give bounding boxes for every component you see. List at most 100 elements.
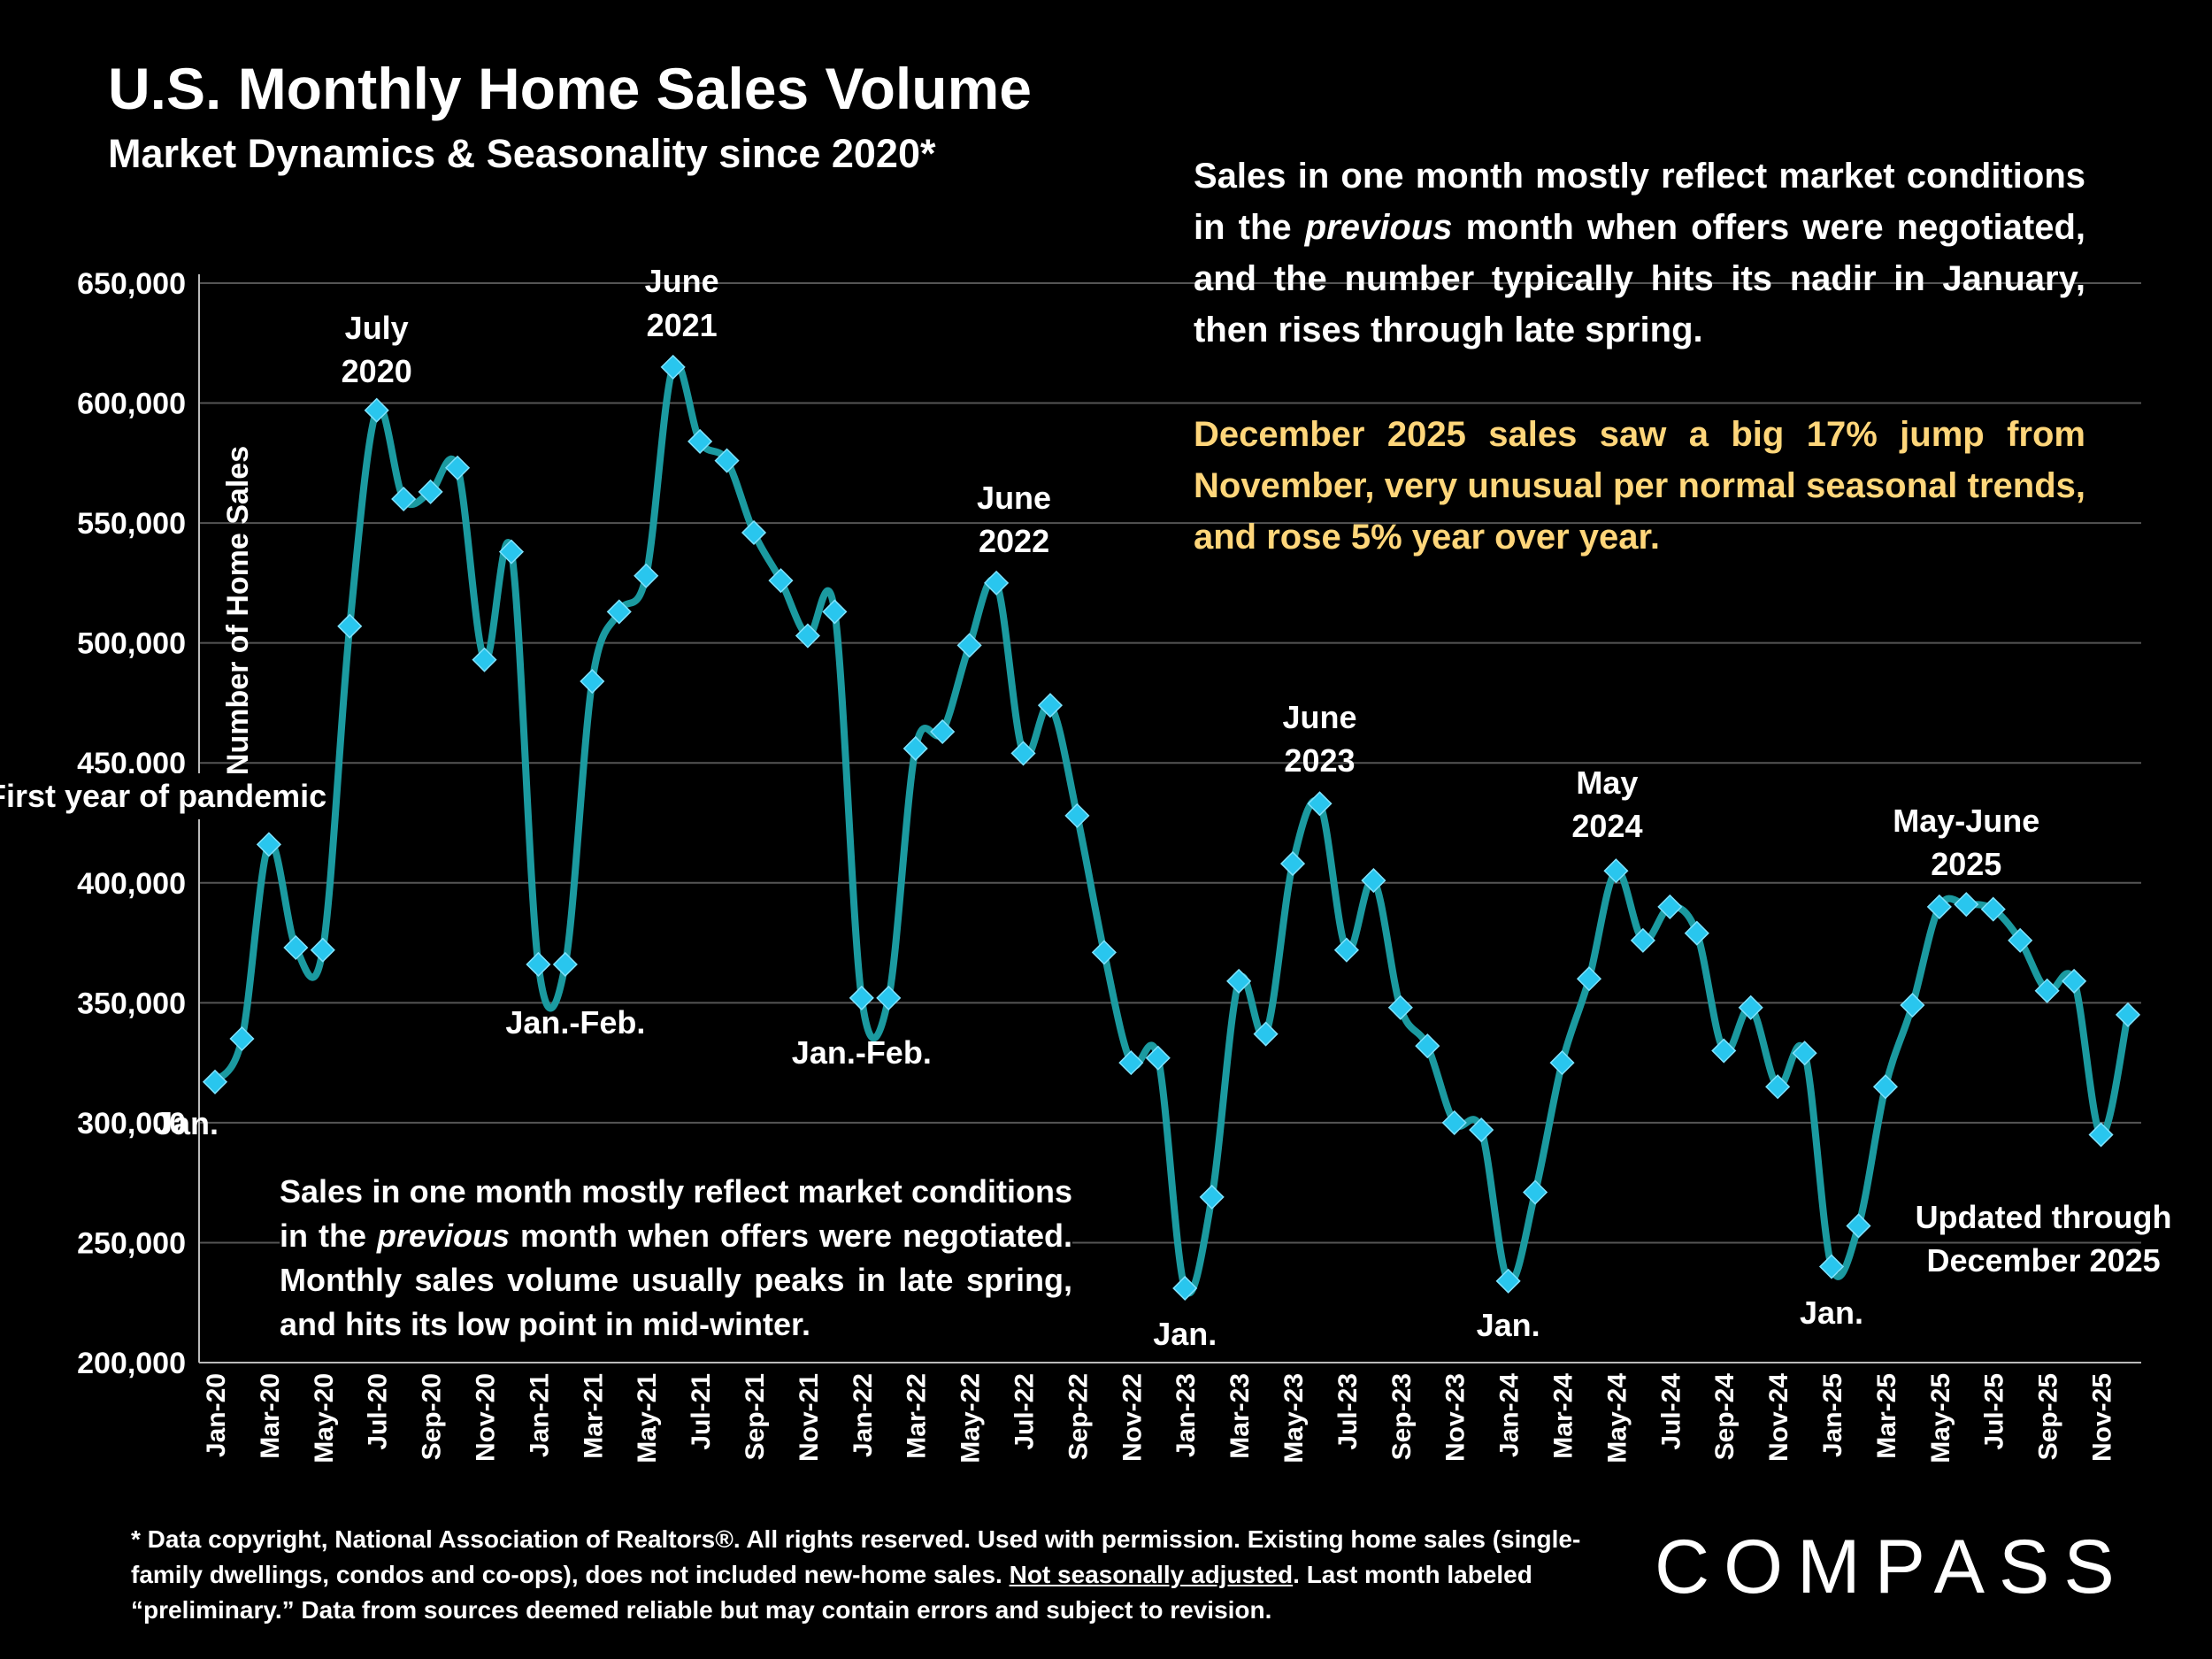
x-tick-label: Mar-22 [902, 1373, 932, 1459]
data-point [552, 951, 578, 978]
data-point [1523, 1179, 1548, 1205]
data-point [1199, 1184, 1225, 1210]
annotation-label: July [345, 310, 409, 346]
data-point [1010, 741, 1036, 766]
y-tick-label: 350,000 [77, 987, 186, 1020]
data-point [283, 934, 309, 961]
y-tick-label: 650,000 [77, 267, 186, 301]
annotation-label-line2: 2023 [1284, 742, 1355, 779]
data-point [1954, 892, 1979, 918]
data-point [1926, 894, 1952, 919]
data-point [902, 735, 928, 762]
x-tick-label: Nov-25 [2088, 1373, 2117, 1462]
data-point [1765, 1074, 1791, 1100]
annotation-label-line2: 2025 [1931, 846, 2001, 882]
data-point [956, 633, 982, 658]
y-axis-ticks: 200,000250,000300,000350,000400,000450,0… [77, 267, 186, 1380]
data-point [768, 568, 794, 594]
data-point [1064, 803, 1090, 828]
data-point [1279, 851, 1306, 877]
data-point [660, 354, 686, 380]
x-tick-label: May-22 [956, 1373, 986, 1463]
x-tick-label: Jan-20 [202, 1373, 231, 1457]
data-point [2008, 927, 2033, 953]
x-tick-label: Nov-22 [1118, 1373, 1147, 1462]
annotation-label-line2: 2024 [1571, 808, 1642, 844]
x-tick-label: Nov-21 [795, 1373, 824, 1462]
x-tick-label: Mar-23 [1225, 1373, 1255, 1459]
data-point [498, 539, 525, 565]
data-point [1091, 940, 1117, 965]
y-tick-label: 500,000 [77, 627, 186, 661]
data-point [1603, 858, 1629, 884]
x-tick-label: Sep-23 [1387, 1373, 1417, 1460]
data-point [580, 668, 605, 695]
annotation-label-line2: 2022 [979, 523, 1049, 559]
data-point [2088, 1122, 2114, 1148]
data-point [337, 613, 363, 639]
chart-annotations: Jan. July 2020 First year of pandemic Jan.-F… [0, 263, 2172, 1352]
data-point [310, 937, 335, 963]
data-point [714, 448, 740, 473]
data-point [229, 1025, 255, 1052]
data-point [1226, 968, 1252, 994]
annotation-label: Jan. [155, 1105, 219, 1141]
data-point [1630, 927, 1655, 953]
data-point [1037, 693, 1064, 718]
data-point [984, 570, 1010, 595]
x-tick-label: Jan-21 [525, 1373, 554, 1457]
data-point [256, 832, 281, 857]
footnote-part2: . Last month labeled “preliminary.” Data… [131, 1561, 1532, 1624]
annotation-label: May-June [1893, 803, 2039, 839]
data-point [1333, 937, 1359, 963]
data-point [1872, 1074, 1899, 1100]
data-point [741, 519, 767, 546]
commentary-top-part1: Sales in one month mostly reflect market… [1194, 157, 2085, 247]
data-point [391, 486, 417, 512]
x-tick-label: Jan-25 [1818, 1373, 1847, 1457]
data-point [1307, 791, 1333, 817]
data-point [364, 397, 389, 423]
data-point [2062, 968, 2087, 994]
annotation-label: June [1282, 699, 1356, 735]
annotation-label: Updated through [1916, 1199, 2172, 1235]
data-point [1711, 1038, 1737, 1064]
data-point [687, 428, 713, 454]
data-point [1792, 1041, 1817, 1066]
x-tick-label: Sep-21 [741, 1373, 770, 1460]
data-point [472, 647, 497, 672]
commentary-bottom: Sales in one month mostly reflect market… [280, 1170, 1072, 1347]
x-tick-label: Jul-23 [1333, 1373, 1363, 1450]
data-point [1495, 1268, 1521, 1294]
footnote-underlined: Not seasonally adjusted [1009, 1561, 1294, 1588]
x-tick-label: Nov-20 [472, 1373, 501, 1462]
data-point [1549, 1050, 1575, 1076]
data-point [1387, 995, 1413, 1020]
x-tick-label: Jan-24 [1495, 1373, 1525, 1457]
annotation-label: Jan.-Feb. [505, 1004, 645, 1041]
x-tick-label: May-21 [633, 1373, 662, 1463]
x-tick-label: Mar-24 [1549, 1373, 1578, 1459]
x-tick-label: Mar-21 [579, 1373, 608, 1459]
footnote: * Data copyright, National Association o… [131, 1522, 1609, 1628]
data-point [634, 563, 659, 588]
commentary-bottom-part1: Sales in one month mostly reflect market… [280, 1173, 1072, 1254]
data-point [1684, 920, 1709, 946]
x-tick-label: Jul-22 [1010, 1373, 1040, 1450]
commentary-top: Sales in one month mostly reflect market… [1194, 150, 2085, 356]
data-point [1657, 894, 1683, 919]
data-point [1415, 1033, 1440, 1059]
annotation-label: Jan. [1477, 1307, 1540, 1343]
data-point [1441, 1110, 1467, 1135]
compass-logo: COMPASS [1655, 1525, 2129, 1609]
data-point [1846, 1213, 1871, 1239]
commentary-bottom-part2: month when offers were negotiated. Month… [280, 1217, 1072, 1342]
annotation-background [0, 773, 321, 819]
y-tick-label: 300,000 [77, 1107, 186, 1141]
data-point [2115, 1002, 2141, 1027]
commentary-top-part2: month when offers were negotiated, and t… [1194, 208, 2086, 349]
annotation-label-line2: 2020 [342, 353, 412, 389]
x-tick-label: Nov-24 [1764, 1373, 1793, 1462]
data-point [1818, 1254, 1845, 1279]
x-tick-label: Jul-24 [1656, 1373, 1686, 1450]
